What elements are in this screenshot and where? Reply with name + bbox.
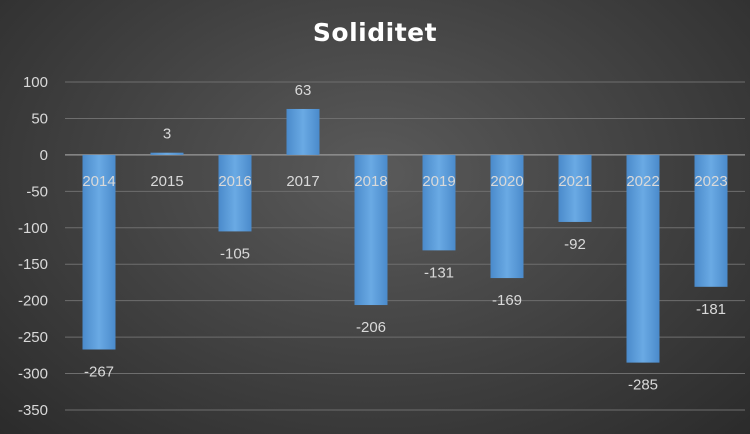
x-tick-label: 2018 (354, 173, 387, 190)
bar-2017 (286, 108, 320, 155)
bar-2021 (558, 154, 592, 222)
y-tick-label: 100 (23, 74, 48, 91)
y-tick-label: -100 (18, 220, 48, 237)
y-tick-label: -150 (18, 256, 48, 273)
y-tick-label: 50 (31, 110, 48, 127)
bar-2018 (354, 154, 388, 306)
y-tick-label: -350 (18, 402, 48, 419)
data-label: -105 (220, 245, 250, 262)
bars (82, 108, 728, 363)
bar-2023 (694, 154, 728, 287)
data-label: 63 (295, 82, 312, 99)
x-tick-label: 2019 (422, 173, 455, 190)
data-label: -267 (84, 364, 114, 381)
data-label: -92 (564, 236, 586, 253)
data-label: -169 (492, 292, 522, 309)
x-axis-tick-labels: 2014 2015 2016 2017 2018 2019 2020 2021 2022 2023 (82, 173, 727, 190)
bar-2022 (626, 154, 660, 363)
y-tick-label: -250 (18, 329, 48, 346)
data-label: -131 (424, 264, 454, 281)
bar-2016 (218, 154, 252, 232)
x-tick-label: 2015 (150, 173, 183, 190)
bar-2020 (490, 154, 524, 279)
x-tick-label: 2022 (626, 173, 659, 190)
x-tick-label: 2016 (218, 173, 251, 190)
x-tick-label: 2020 (490, 173, 523, 190)
bar-2019 (422, 154, 456, 251)
chart-title: Soliditet (312, 18, 438, 47)
data-label: 3 (163, 126, 171, 143)
data-label: -181 (696, 301, 726, 318)
y-tick-label: 0 (40, 147, 48, 164)
data-labels: -267 3 -105 63 -206 -131 -169 -92 -285 -181 (84, 82, 726, 394)
y-tick-label: -50 (26, 183, 48, 200)
x-tick-label: 2014 (82, 173, 115, 190)
y-tick-label: -200 (18, 293, 48, 310)
x-tick-label: 2023 (694, 173, 727, 190)
data-label: -285 (628, 377, 658, 394)
bar-2014 (82, 154, 116, 350)
bar-2015 (150, 152, 184, 155)
data-label: -206 (356, 319, 386, 336)
y-tick-label: -300 (18, 366, 48, 383)
y-axis-tick-labels: 100 50 0 -50 -100 -150 -200 -250 -300 -350 (18, 74, 48, 419)
x-tick-label: 2017 (286, 173, 319, 190)
x-tick-label: 2021 (558, 173, 591, 190)
